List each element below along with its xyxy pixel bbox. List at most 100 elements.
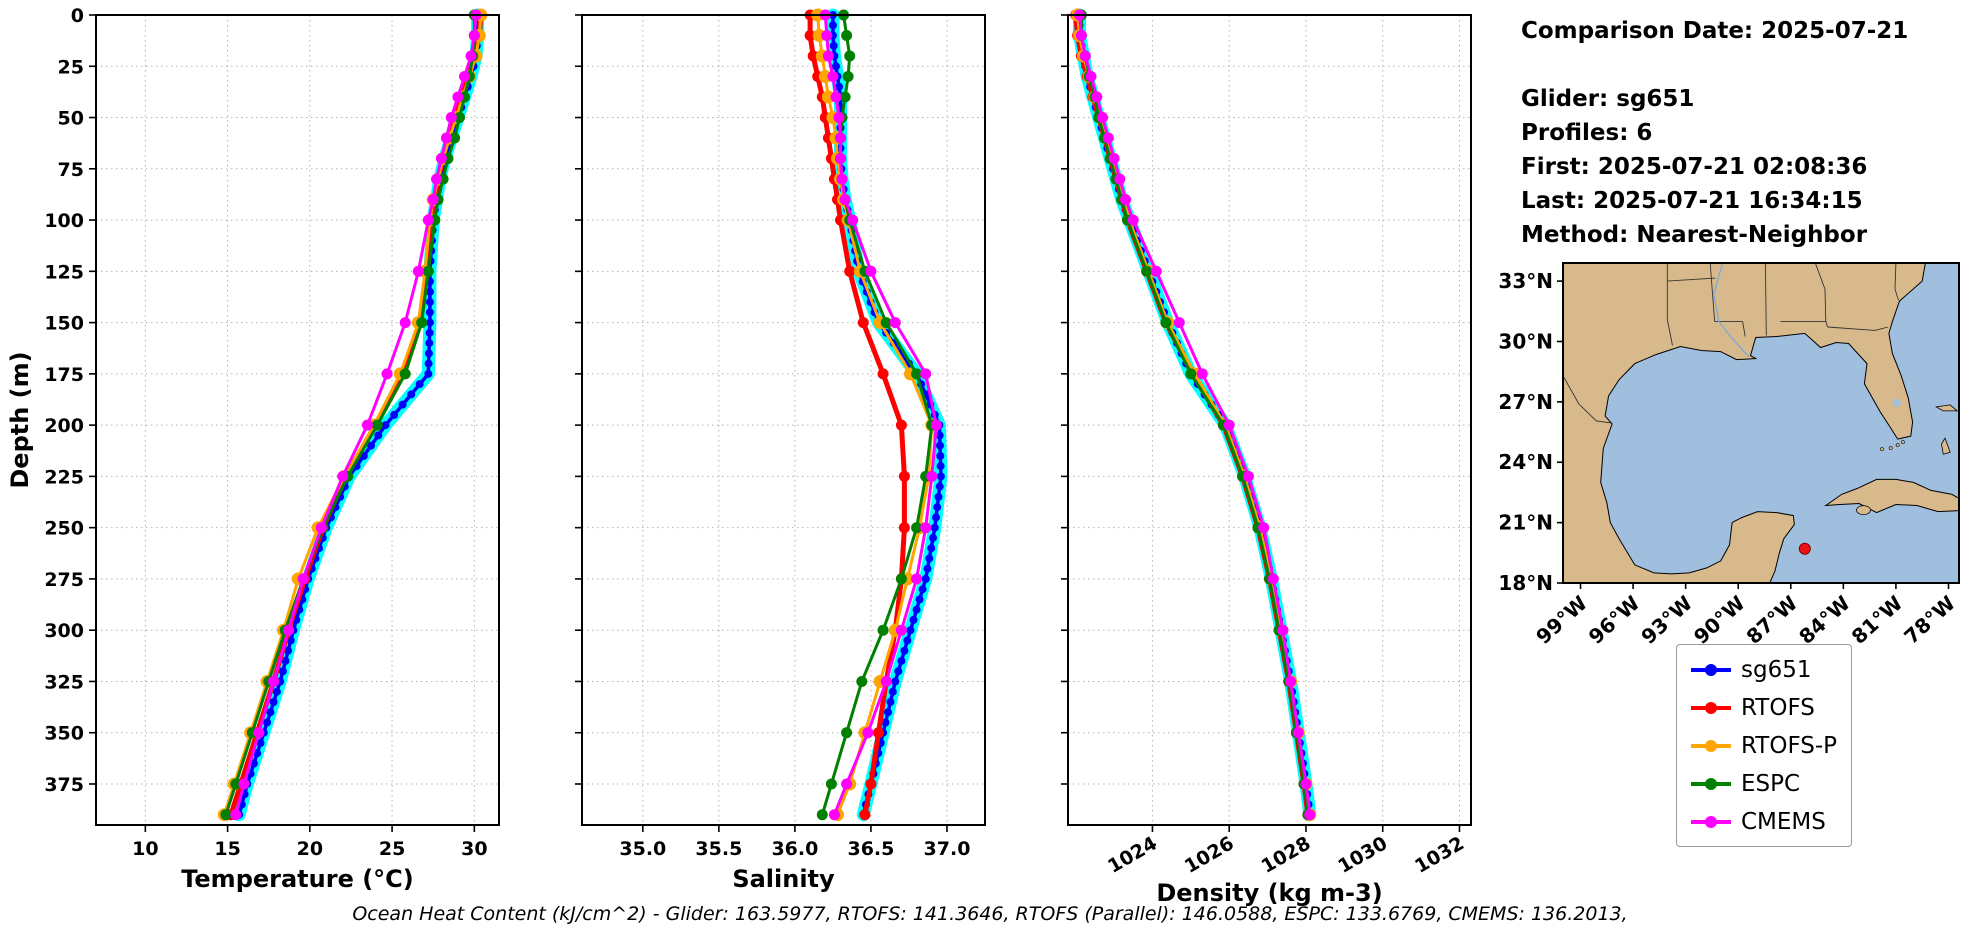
profile-panel-salinity: 35.0 35.5 36.0 36.5 37.0 Salinity xyxy=(575,8,986,893)
legend-dot-icon xyxy=(1705,739,1717,752)
xtick-label: 35.0 xyxy=(619,838,666,860)
map-land-island xyxy=(1856,505,1871,516)
legend-swatch-sg651 xyxy=(1691,660,1731,680)
axes-frame xyxy=(1067,14,1472,826)
map-state-border xyxy=(1894,263,1899,301)
axes-frame xyxy=(581,14,986,826)
ytick-label: 225 xyxy=(44,466,84,488)
ytick-label: 175 xyxy=(44,364,84,386)
map-lon-label: 78°W xyxy=(1899,591,1960,649)
profile-panel-temperature: 10 15 20 25 30025507510012515017520022525027… xyxy=(44,5,500,893)
map-state-border xyxy=(1666,263,1673,346)
map-land-bahamas xyxy=(1934,404,1959,412)
map-lat-label: 21°N xyxy=(1498,511,1553,535)
ytick-label: 0 xyxy=(71,5,84,27)
profile-panel-density: 1024 1026 1028 1030 1032 Density (kg m-3) xyxy=(1061,8,1472,907)
profile-plots: 10 15 20 25 30025507510012515017520022525027… xyxy=(6,5,1472,907)
series-line-ESPC xyxy=(1079,15,1310,815)
method: Method: Nearest-Neighbor xyxy=(1521,222,1868,248)
legend-swatch-espc xyxy=(1691,774,1731,794)
map-florida-keys xyxy=(1895,443,1900,448)
gridlines xyxy=(96,14,499,825)
gridlines xyxy=(1068,14,1471,825)
ytick-label: 50 xyxy=(58,108,84,130)
axes-frame xyxy=(95,14,500,826)
legend-label-rtofs-p: RTOFS-P xyxy=(1741,732,1838,759)
series-group xyxy=(804,8,948,822)
xtick-label: 30 xyxy=(461,838,487,860)
map-lon-label: 96°W xyxy=(1584,591,1645,649)
map-frame xyxy=(1562,262,1960,584)
series-markers-ESPC xyxy=(220,9,480,821)
profiles-count: Profiles: 6 xyxy=(1521,120,1653,146)
glider-uncertainty-envelope xyxy=(1073,8,1317,822)
map-state-border xyxy=(1563,375,1613,424)
legend: sg651 RTOFS RTOFS-P ESPC CMEMS xyxy=(1676,644,1853,847)
ytick-label: 300 xyxy=(44,620,84,642)
map-lon-label: 93°W xyxy=(1636,591,1697,649)
ytick-label: 150 xyxy=(44,313,84,335)
map-lon-label: 99°W xyxy=(1531,591,1592,649)
glider-uncertainty-envelope xyxy=(826,8,948,822)
legend-label-rtofs: RTOFS xyxy=(1741,694,1815,721)
glider-position-marker xyxy=(1798,542,1811,555)
xtick-label: 25 xyxy=(379,838,405,860)
legend-label-cmems: CMEMS xyxy=(1741,808,1826,835)
series-markers-CMEMS xyxy=(1074,9,1316,821)
legend-swatch-rtofs-p xyxy=(1691,736,1731,756)
xtick-label: 1032 xyxy=(1411,832,1468,877)
gulf-map: 33°N 30°N 27°N 24°N 21°N 18°N99°W96°W93°W90°W… xyxy=(1498,262,1960,649)
info-gap xyxy=(1521,48,1908,82)
map-lat-label: 33°N xyxy=(1498,269,1553,293)
xtick-label: 10 xyxy=(132,838,158,860)
first-profile-time: First: 2025-07-21 02:08:36 xyxy=(1521,154,1868,180)
map-lat-label: 27°N xyxy=(1498,390,1553,414)
map-state-border xyxy=(1827,326,1889,331)
ytick-label: 200 xyxy=(44,415,84,437)
map-state-border xyxy=(1825,321,1829,328)
ytick-label: 325 xyxy=(44,671,84,693)
last-profile-time: Last: 2025-07-21 16:34:15 xyxy=(1521,188,1863,214)
map-lat-label: 30°N xyxy=(1498,329,1553,353)
xtick-label: 36.0 xyxy=(771,838,818,860)
ytick-label: 100 xyxy=(44,210,84,232)
series-markers-ESPC xyxy=(1075,9,1314,821)
map-state-border xyxy=(1667,277,1716,282)
ytick-label: 375 xyxy=(44,774,84,796)
xtick-label: 15 xyxy=(214,838,240,860)
map-lon-label: 90°W xyxy=(1689,591,1750,649)
map-land-group xyxy=(1563,263,1959,583)
ytick-label: 250 xyxy=(44,518,84,540)
legend-dot-icon xyxy=(1705,815,1717,828)
map-florida-keys xyxy=(1901,440,1905,445)
series-line-sg651 xyxy=(1077,15,1312,815)
series-markers-sg651 xyxy=(1075,11,1314,819)
series-line-CMEMS xyxy=(1078,14,1312,815)
legend-swatch-cmems xyxy=(1691,812,1731,832)
yaxis-label-depth: Depth (m) xyxy=(6,351,34,488)
map-lake-okeechobee xyxy=(1892,398,1901,407)
xaxis-label-temperature: Temperature (°C) xyxy=(181,865,414,893)
legend-dot-icon xyxy=(1705,663,1717,676)
map-lon-label: 84°W xyxy=(1794,591,1855,649)
legend-label-sg651: sg651 xyxy=(1741,656,1812,683)
xtick-label: 20 xyxy=(297,838,323,860)
series-markers-CMEMS xyxy=(819,9,942,821)
map-river xyxy=(1713,263,1750,358)
ytick-label: 75 xyxy=(58,159,84,181)
gridlines xyxy=(582,14,985,825)
map-lon-label: 81°W xyxy=(1847,591,1908,649)
legend-label-espc: ESPC xyxy=(1741,770,1801,797)
map-lon-label: 87°W xyxy=(1742,591,1803,649)
map-florida-keys xyxy=(1888,446,1893,451)
series-group xyxy=(217,8,488,822)
map-land-bahamas xyxy=(1941,437,1951,455)
xtick-label: 1024 xyxy=(1104,832,1161,877)
series-line-ESPC xyxy=(224,15,476,816)
xtick-label: 1026 xyxy=(1181,832,1238,877)
legend-item-rtofs-p: RTOFS-P xyxy=(1691,729,1837,762)
xtick-label: 36.5 xyxy=(847,838,894,860)
map-florida-keys xyxy=(1880,447,1884,452)
legend-item-rtofs: RTOFS xyxy=(1691,691,1837,724)
legend-item-espc: ESPC xyxy=(1691,767,1837,800)
